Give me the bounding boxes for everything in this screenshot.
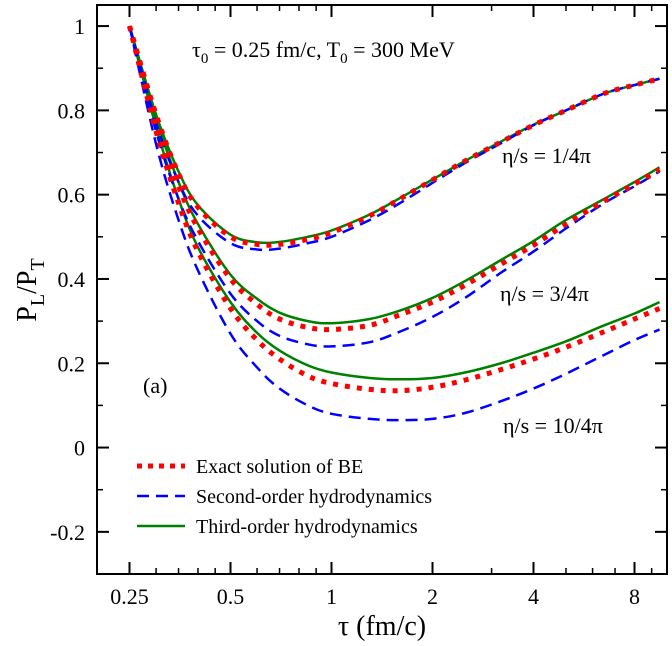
series-line-dotted-0	[127, 25, 661, 248]
x-tick-label: 0.25	[110, 584, 149, 609]
eta-label-3: η/s = 10/4π	[503, 413, 603, 438]
eta-label-1: η/s = 1/4π	[502, 143, 591, 168]
legend-label-second-order: Second-order hydrodynamics	[196, 486, 432, 508]
params-annotation: τ0 = 0.25 fm/c, T0 = 300 MeV	[192, 37, 455, 67]
legend-label-exact: Exact solution of BE	[196, 456, 363, 478]
y-tick-label: 0.6	[58, 183, 86, 208]
x-axis-label: τ (fm/c)	[338, 611, 426, 642]
y-axis-label: PL/PT	[12, 258, 49, 321]
series-line-solid-5	[128, 25, 661, 325]
x-tick-label: 2	[427, 584, 438, 609]
eta-label-2: η/s = 3/4π	[500, 281, 589, 306]
y-tick-label: -0.2	[50, 520, 85, 545]
y-tick-label: 0.8	[58, 98, 86, 123]
x-tick-label: 4	[528, 584, 539, 609]
legend: Exact solution of BE Second-order hydrod…	[137, 456, 432, 538]
series-line-dashed-1	[128, 25, 660, 252]
x-tick-label: 8	[629, 584, 640, 609]
x-tick-label: 0.5	[217, 584, 245, 609]
y-tick-label: 0.2	[58, 351, 86, 376]
series-line-dashed-7	[128, 25, 661, 422]
panel-label: (a)	[143, 373, 167, 398]
x-tick-label: 1	[326, 584, 337, 609]
y-tick-label: 0	[74, 436, 85, 461]
legend-label-third-order: Third-order hydrodynamics	[196, 516, 418, 538]
plot-frame	[96, 4, 668, 575]
series-line-dotted-3	[127, 25, 661, 333]
tick-labels: 0.25 0.5 1 2 4 8 1 0.8 0.6 0.4 0.2 0 -0.2	[50, 14, 640, 609]
y-tick-label: 0.4	[58, 267, 86, 292]
y-tick-label: 1	[74, 14, 85, 39]
series-layer	[127, 25, 661, 422]
axis-ticks	[97, 5, 667, 575]
series-line-dashed-4	[128, 25, 661, 348]
